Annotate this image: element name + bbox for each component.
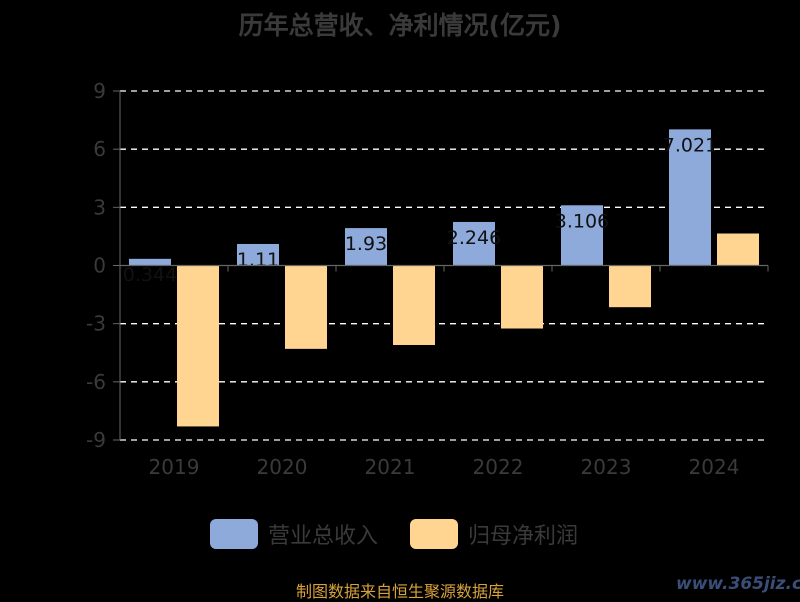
revenue-data-label: 2.246 [447, 227, 501, 249]
net-profit-bar [717, 233, 759, 266]
net-profit-bar [285, 265, 327, 349]
net-profit-bar [177, 265, 219, 427]
legend-swatch-revenue [210, 519, 258, 549]
y-tick-label: -9 [86, 428, 106, 452]
y-tick-label: 3 [93, 195, 106, 219]
net-profit-bar [501, 265, 543, 329]
source-note: 制图数据来自恒生聚源数据库 [295, 582, 504, 601]
revenue-data-label: 0.344 [123, 264, 177, 286]
revenue-bar [669, 129, 711, 266]
y-tick-label: -6 [86, 370, 106, 394]
revenue-bar [453, 221, 495, 266]
revenue-data-label: 3.106 [555, 210, 609, 232]
revenue-bar [129, 258, 171, 266]
legend-label-revenue: 营业总收入 [268, 524, 379, 549]
x-tick-label: 2023 [581, 455, 632, 479]
legend-swatch-net-profit [410, 519, 458, 549]
legend-label-net-profit: 归母净利润 [468, 524, 579, 549]
net-profit-bar [609, 265, 651, 308]
revenue-data-label: 1.11 [237, 249, 279, 271]
x-tick-label: 2022 [473, 455, 524, 479]
y-tick-label: 0 [93, 254, 106, 278]
legend-item-revenue[interactable]: 营业总收入 [210, 518, 378, 550]
revenue-data-label: 1.93 [345, 233, 387, 255]
revenue-bar [237, 243, 279, 266]
x-tick-label: 2024 [689, 455, 740, 479]
y-tick-label: -3 [86, 312, 106, 336]
x-tick-label: 2020 [257, 455, 308, 479]
chart-title: 历年总营收、净利情况(亿元) [238, 11, 562, 40]
y-tick-label: 9 [93, 79, 106, 103]
net-profit-bar [393, 265, 435, 345]
revenue-data-label: 7.021 [663, 134, 717, 156]
legend-item-net-profit[interactable]: 归母净利润 [410, 518, 578, 550]
x-tick-label: 2019 [149, 455, 200, 479]
revenue-bar [345, 228, 387, 266]
x-tick-label: 2021 [365, 455, 416, 479]
watermark: www.365jiz.com [676, 574, 800, 594]
revenue-bar [561, 205, 603, 266]
y-tick-label: 6 [93, 137, 106, 161]
